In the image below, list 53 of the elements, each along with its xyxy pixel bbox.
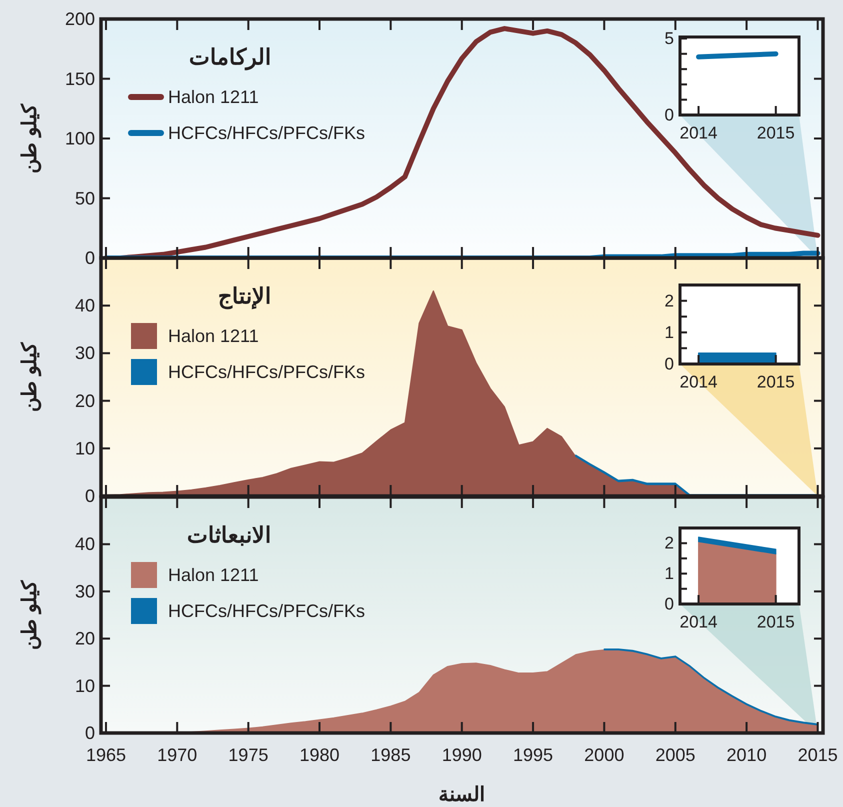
- y-tick-label: 50: [74, 188, 95, 208]
- x-tick-label: 2015: [756, 124, 795, 142]
- y-axis-title: كيلو طن: [19, 580, 42, 650]
- legend-label: HCFCs/HFCs/PFCs/FKs: [168, 362, 365, 382]
- legend-label: Halon 1211: [168, 87, 259, 107]
- y-tick-label: 1: [664, 564, 674, 584]
- x-tick-label: 1985: [370, 745, 411, 765]
- x-tick-label: 2015: [756, 372, 795, 392]
- legend-label: Halon 1211: [168, 326, 259, 346]
- x-tick-label: 2015: [798, 745, 838, 765]
- legend-title: الانبعاثات: [187, 522, 271, 548]
- y-tick-label: 150: [64, 68, 95, 89]
- legend-label: HCFCs/HFCs/PFCs/FKs: [168, 601, 365, 621]
- y-tick-label: 20: [74, 628, 95, 649]
- x-tick-label: 2000: [584, 745, 624, 765]
- y-tick-label: 2: [664, 291, 674, 310]
- x-tick-label: 1980: [299, 745, 340, 765]
- x-tick-label: 2014: [680, 124, 718, 142]
- y-tick-label: 100: [64, 128, 95, 148]
- y-tick-label: 0: [664, 354, 674, 374]
- y-tick-label: 0: [664, 106, 674, 124]
- y-tick-label: 20: [74, 390, 95, 411]
- y-tick-label: 0: [84, 723, 95, 743]
- y-tick-label: 2: [664, 534, 674, 553]
- legend-label: Halon 1211: [168, 565, 259, 585]
- legend-label: HCFCs/HFCs/PFCs/FKs: [168, 123, 365, 143]
- x-tick-label: 2005: [655, 745, 696, 765]
- x-tick-label: 1965: [86, 745, 126, 765]
- x-tick-label: 1990: [442, 745, 482, 765]
- y-tick-label: 0: [84, 486, 95, 506]
- y-tick-label: 40: [74, 534, 95, 554]
- x-axis-title: السنة: [438, 784, 486, 806]
- x-tick-label: 1970: [157, 745, 198, 765]
- y-tick-label: 1: [664, 322, 674, 342]
- y-tick-label: 40: [74, 296, 95, 316]
- x-tick-label: 1995: [513, 745, 554, 765]
- y-axis-title: كيلو طن: [19, 104, 42, 174]
- x-tick-label: 2014: [680, 612, 718, 632]
- y-tick-label: 10: [74, 676, 95, 696]
- y-tick-label: 5: [664, 29, 674, 48]
- y-tick-label: 200: [64, 9, 95, 29]
- y-tick-label: 0: [664, 594, 674, 614]
- y-tick-label: 30: [74, 343, 95, 364]
- legend-title: الإنتاج: [218, 284, 271, 310]
- y-tick-label: 10: [74, 438, 95, 458]
- x-tick-label: 2015: [756, 612, 795, 632]
- x-tick-label: 2010: [726, 745, 767, 765]
- y-axis-title: كيلو طن: [19, 342, 42, 412]
- legend-title: الركامات: [189, 44, 271, 70]
- x-tick-label: 2014: [680, 372, 718, 392]
- y-tick-label: 0: [84, 248, 95, 268]
- y-tick-label: 30: [74, 581, 95, 602]
- x-tick-label: 1975: [228, 745, 268, 765]
